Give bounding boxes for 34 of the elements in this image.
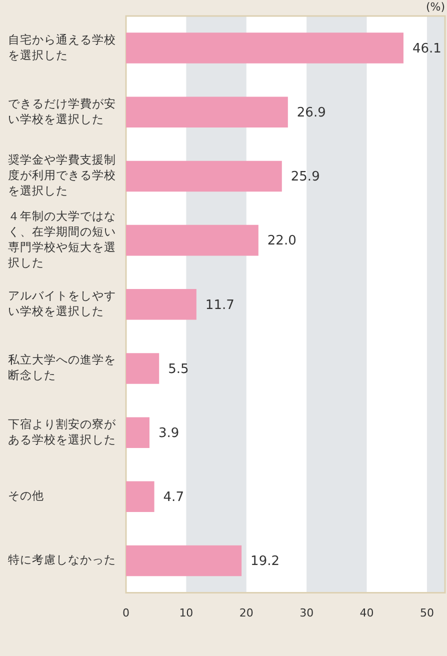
bar xyxy=(126,32,404,64)
y-tick-label: その他 xyxy=(8,488,44,503)
y-tick-label: 下宿より割安の寮がある学校を選択した xyxy=(8,416,117,446)
y-tick-label: 自宅から通える学校を選択した xyxy=(8,32,116,62)
x-tick-label: 40 xyxy=(360,606,374,620)
data-label: 19.2 xyxy=(250,554,280,570)
bar xyxy=(126,417,150,448)
y-tick-label: 特に考慮しなかった xyxy=(8,552,116,567)
x-tick-label: 30 xyxy=(300,606,314,620)
data-label: 11.7 xyxy=(205,298,234,313)
x-axis-title: (%) xyxy=(426,0,445,14)
x-tick-label: 0 xyxy=(122,606,130,620)
x-tick-label: 50 xyxy=(420,606,434,620)
y-tick-label: 奨学金や学費支援制度が利用できる学校を選択した xyxy=(8,152,116,198)
bar xyxy=(126,224,258,256)
bar xyxy=(126,160,282,192)
bar xyxy=(126,353,160,384)
data-label: 4.7 xyxy=(163,490,184,506)
bar xyxy=(126,481,154,512)
data-label: 46.1 xyxy=(412,41,442,56)
y-tick-label: 私立大学への進学を断念した xyxy=(8,352,116,382)
x-tick-label: 10 xyxy=(179,606,194,620)
data-label: 3.9 xyxy=(158,426,180,441)
bar xyxy=(126,545,242,576)
data-label: 26.9 xyxy=(296,106,326,121)
data-label: 25.9 xyxy=(290,170,320,185)
y-tick-label: アルバイトをしやすい学校を選択した xyxy=(8,288,116,318)
data-label: 5.5 xyxy=(168,362,189,377)
bar xyxy=(126,289,196,320)
y-tick-label: できるだけ学費が安い学校を選択した xyxy=(8,96,116,126)
data-label: 22.0 xyxy=(267,234,296,249)
bar xyxy=(126,96,288,128)
y-tick-label: ４年制の大学ではなく、在学期間の短い専門学校や短大を選択した xyxy=(8,209,116,270)
x-tick-label: 20 xyxy=(239,606,254,620)
